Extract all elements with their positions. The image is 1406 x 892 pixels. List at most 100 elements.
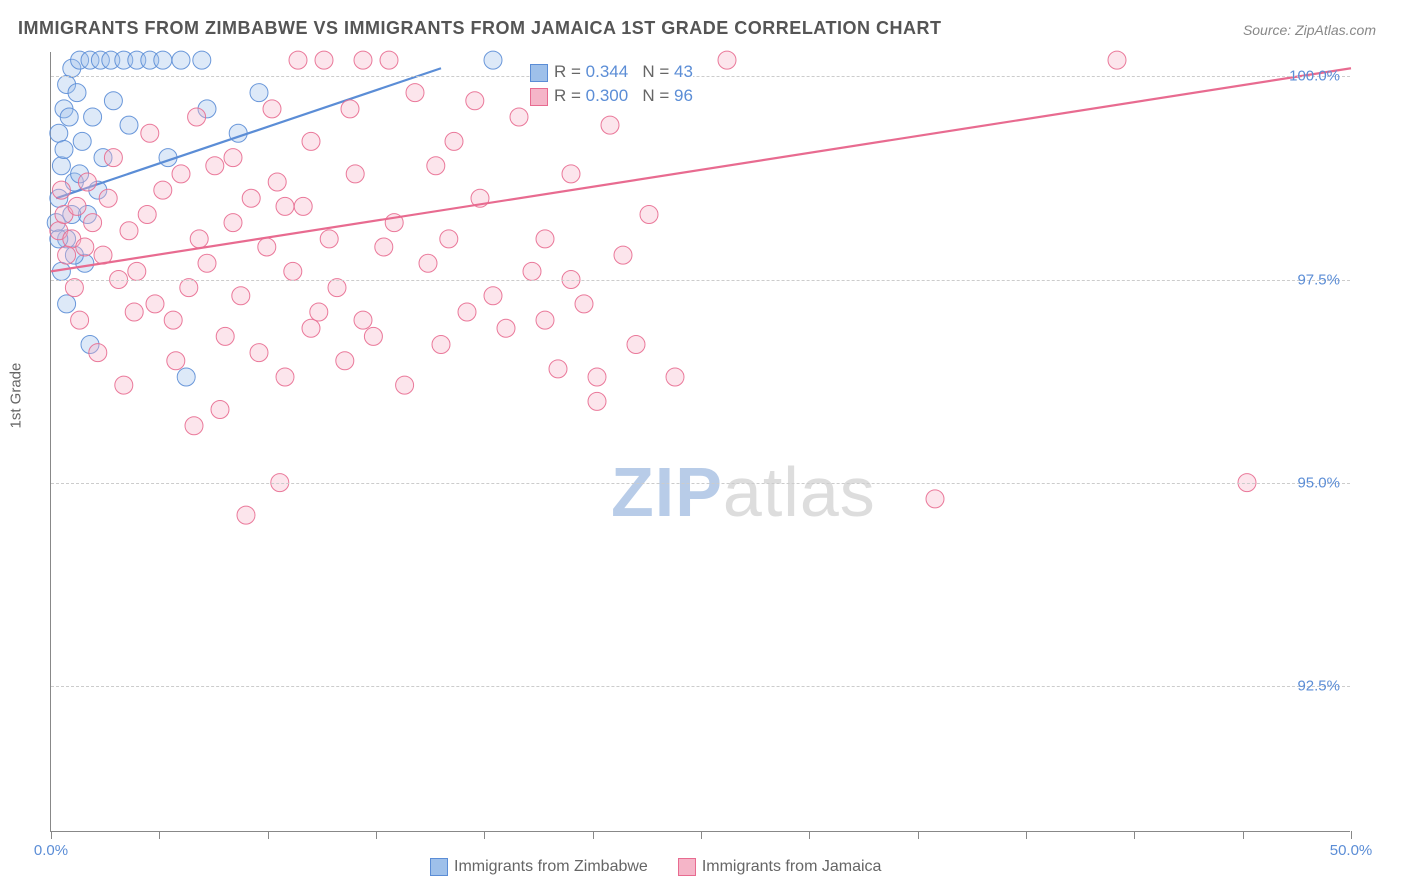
legend-swatch	[678, 858, 696, 876]
data-point	[89, 344, 107, 362]
data-point	[138, 206, 156, 224]
data-point	[276, 197, 294, 215]
gridline-h	[51, 76, 1350, 77]
n-label: N =	[642, 62, 674, 81]
legend-label: Immigrants from Jamaica	[702, 858, 882, 875]
data-point	[68, 197, 86, 215]
x-tick	[1351, 831, 1352, 839]
data-point	[58, 246, 76, 264]
r-value: 0.344	[586, 62, 629, 81]
data-point	[198, 254, 216, 272]
data-point	[497, 319, 515, 337]
legend-swatch	[430, 858, 448, 876]
n-value: 43	[674, 62, 693, 81]
data-point	[536, 230, 554, 248]
data-point	[302, 319, 320, 337]
data-point	[536, 311, 554, 329]
data-point	[71, 311, 89, 329]
data-point	[50, 124, 68, 142]
x-tick	[1243, 831, 1244, 839]
data-point	[466, 92, 484, 110]
data-point	[120, 222, 138, 240]
x-tick	[484, 831, 485, 839]
data-point	[484, 287, 502, 305]
data-point	[73, 132, 91, 150]
gridline-h	[51, 686, 1350, 687]
data-point	[65, 279, 83, 297]
data-point	[141, 124, 159, 142]
data-point	[284, 262, 302, 280]
data-point	[250, 84, 268, 102]
data-point	[427, 157, 445, 175]
stats-row: R = 0.300 N = 96	[530, 84, 693, 108]
data-point	[58, 295, 76, 313]
x-tick-label: 50.0%	[1330, 842, 1373, 859]
data-point	[258, 238, 276, 256]
data-point	[84, 214, 102, 232]
data-point	[294, 197, 312, 215]
data-point	[167, 352, 185, 370]
stats-legend: R = 0.344 N = 43R = 0.300 N = 96	[530, 60, 693, 108]
x-tick-label: 0.0%	[34, 842, 68, 859]
x-tick	[1026, 831, 1027, 839]
data-point	[99, 189, 117, 207]
data-point	[523, 262, 541, 280]
data-point	[68, 84, 86, 102]
data-point	[224, 149, 242, 167]
data-point	[188, 108, 206, 126]
data-point	[926, 490, 944, 508]
data-point	[627, 336, 645, 354]
data-point	[250, 344, 268, 362]
data-point	[364, 327, 382, 345]
data-point	[315, 51, 333, 69]
gridline-h	[51, 280, 1350, 281]
data-point	[336, 352, 354, 370]
data-point	[432, 336, 450, 354]
data-point	[125, 303, 143, 321]
data-point	[216, 327, 234, 345]
data-point	[354, 51, 372, 69]
data-point	[172, 51, 190, 69]
legend-item: Immigrants from Zimbabwe	[430, 858, 648, 875]
data-point	[154, 181, 172, 199]
data-point	[588, 392, 606, 410]
y-tick-label: 100.0%	[1289, 68, 1340, 85]
legend-swatch	[530, 88, 548, 106]
data-point	[104, 92, 122, 110]
data-point	[375, 238, 393, 256]
data-point	[78, 173, 96, 191]
y-tick-label: 95.0%	[1297, 474, 1340, 491]
data-point	[440, 230, 458, 248]
y-tick-label: 92.5%	[1297, 677, 1340, 694]
data-point	[354, 311, 372, 329]
y-tick-label: 97.5%	[1297, 271, 1340, 288]
r-label: R =	[554, 86, 586, 105]
source-label: Source: ZipAtlas.com	[1243, 22, 1376, 38]
data-point	[154, 51, 172, 69]
data-point	[458, 303, 476, 321]
x-tick	[1134, 831, 1135, 839]
data-point	[302, 132, 320, 150]
data-point	[180, 279, 198, 297]
data-point	[484, 51, 502, 69]
stats-row: R = 0.344 N = 43	[530, 60, 693, 84]
data-point	[60, 108, 78, 126]
data-point	[104, 149, 122, 167]
gridline-h	[51, 483, 1350, 484]
data-point	[84, 108, 102, 126]
legend-swatch	[530, 64, 548, 82]
data-point	[341, 100, 359, 118]
x-tick	[701, 831, 702, 839]
data-point	[232, 287, 250, 305]
data-point	[276, 368, 294, 386]
data-point	[614, 246, 632, 264]
data-point	[289, 51, 307, 69]
data-point	[328, 279, 346, 297]
data-point	[55, 141, 73, 159]
r-label: R =	[554, 62, 586, 81]
data-point	[601, 116, 619, 134]
data-point	[268, 173, 286, 191]
legend-item: Immigrants from Jamaica	[678, 858, 882, 875]
data-point	[190, 230, 208, 248]
data-point	[237, 506, 255, 524]
